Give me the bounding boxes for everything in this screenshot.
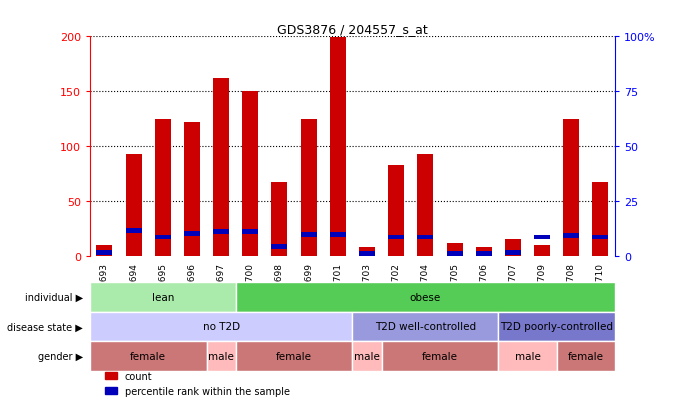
Bar xyxy=(475,247,492,256)
Bar xyxy=(126,228,142,233)
Text: obese: obese xyxy=(410,292,441,302)
Bar xyxy=(184,232,200,237)
Bar xyxy=(330,38,346,256)
Text: gender ▶: gender ▶ xyxy=(38,351,83,361)
Bar xyxy=(330,233,346,238)
Title: GDS3876 / 204557_s_at: GDS3876 / 204557_s_at xyxy=(277,23,428,36)
Bar xyxy=(592,183,608,256)
Text: no T2D: no T2D xyxy=(202,322,240,332)
Bar xyxy=(301,119,316,256)
Bar xyxy=(213,230,229,235)
Bar xyxy=(534,245,550,256)
Bar xyxy=(592,235,608,240)
Text: lean: lean xyxy=(151,292,174,302)
Legend: count, percentile rank within the sample: count, percentile rank within the sample xyxy=(102,367,294,400)
Bar xyxy=(126,154,142,256)
Bar xyxy=(96,245,113,256)
Bar xyxy=(505,250,521,255)
Text: male: male xyxy=(515,351,540,361)
Text: male: male xyxy=(354,351,380,361)
Bar xyxy=(417,235,433,240)
Bar xyxy=(243,92,258,256)
Text: female: female xyxy=(130,351,166,361)
Bar xyxy=(563,234,579,239)
Text: female: female xyxy=(568,351,604,361)
Bar xyxy=(446,243,462,256)
Bar xyxy=(184,123,200,256)
Bar xyxy=(446,252,462,256)
Bar xyxy=(563,119,579,256)
Text: male: male xyxy=(208,351,234,361)
Bar xyxy=(272,183,287,256)
Bar xyxy=(243,230,258,235)
Text: T2D well-controlled: T2D well-controlled xyxy=(375,322,476,332)
Bar xyxy=(155,119,171,256)
Bar xyxy=(359,252,375,256)
Bar xyxy=(417,154,433,256)
Bar xyxy=(155,235,171,240)
Bar xyxy=(534,235,550,240)
Bar xyxy=(505,240,521,256)
Text: female: female xyxy=(276,351,312,361)
Text: individual ▶: individual ▶ xyxy=(25,292,83,302)
Text: disease state ▶: disease state ▶ xyxy=(7,322,83,332)
Bar xyxy=(213,79,229,256)
Bar xyxy=(388,235,404,240)
Bar xyxy=(96,250,113,255)
Bar xyxy=(272,245,287,250)
Bar xyxy=(301,233,316,238)
Bar xyxy=(475,252,492,256)
Bar xyxy=(388,165,404,256)
Text: T2D poorly-controlled: T2D poorly-controlled xyxy=(500,322,613,332)
Bar xyxy=(359,247,375,256)
Text: female: female xyxy=(422,351,458,361)
